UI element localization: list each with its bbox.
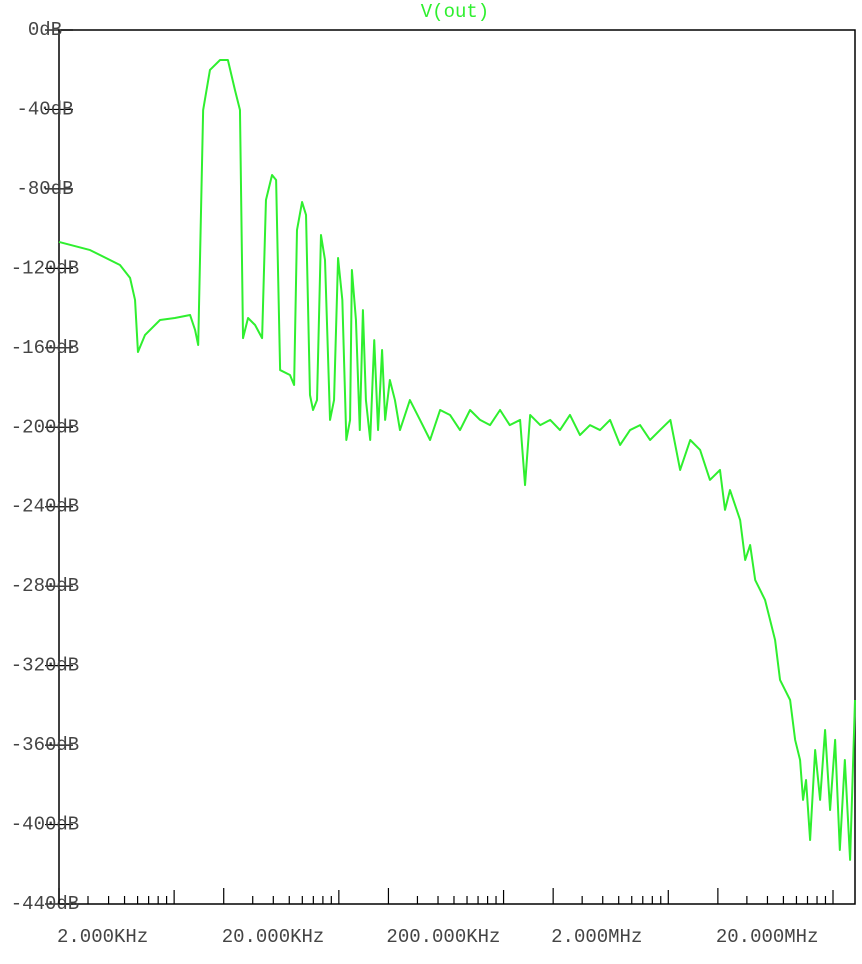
x-tick-label: 2.000KHz (57, 926, 148, 948)
y-tick-label: -280dB (11, 575, 79, 597)
series-line (58, 58, 856, 861)
x-tick-label: 200.000KHz (386, 926, 500, 948)
y-tick-label: -440dB (11, 893, 79, 915)
y-tick-label: -360dB (11, 734, 79, 756)
y-tick-label: -160dB (11, 337, 79, 359)
chart-title: V(out) (421, 1, 489, 23)
plot-frame (58, 29, 856, 905)
y-tick-label: -400dB (11, 814, 79, 836)
y-tick-label: -320dB (11, 655, 79, 677)
y-tick-label: -200dB (11, 416, 79, 438)
x-tick-label: 20.000KHz (222, 926, 325, 948)
y-tick-label: 0dB (28, 19, 62, 41)
y-tick-label: -40dB (16, 98, 73, 120)
x-tick-label: 2.000MHz (551, 926, 642, 948)
y-tick-label: -120dB (11, 257, 79, 279)
x-tick-label: 20.000MHz (716, 926, 819, 948)
y-tick-label: -80dB (16, 178, 73, 200)
y-tick-label: -240dB (11, 496, 79, 518)
